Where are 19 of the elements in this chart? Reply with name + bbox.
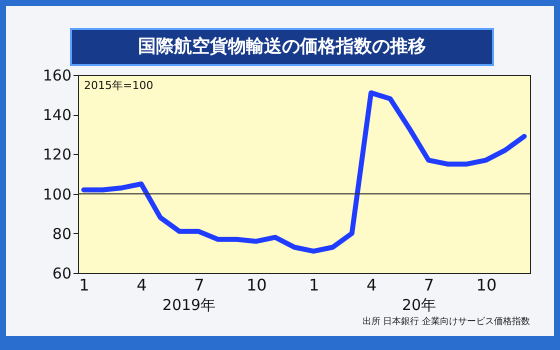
y-tick-label: 100: [42, 185, 72, 204]
y-tick-label: 80: [52, 224, 72, 243]
y-tick-label: 160: [42, 66, 72, 84]
x-tick-label: 10: [246, 276, 267, 294]
x-tick-label: 7: [194, 276, 204, 294]
x-tick-label: 1: [79, 276, 90, 294]
x-tick-label: 4: [136, 276, 147, 294]
text: 20年: [402, 296, 436, 315]
x-tick-label: 4: [366, 276, 377, 294]
y-tick-label: 120: [42, 146, 72, 164]
x-tick-label: 1: [308, 276, 320, 294]
x-tick-label: 10: [476, 276, 497, 294]
y-tick-label: 60: [52, 264, 72, 282]
chart-title: 国際航空貨物輸送の価格指数の推移: [70, 28, 494, 66]
annotation: 2015年=100: [84, 78, 154, 93]
y-tick-label: 140: [42, 106, 72, 124]
text: 2019年: [162, 296, 216, 315]
text: 出所 日本銀行 企業向けサービス価格指数: [362, 316, 530, 328]
x-tick-label: 7: [424, 276, 434, 294]
